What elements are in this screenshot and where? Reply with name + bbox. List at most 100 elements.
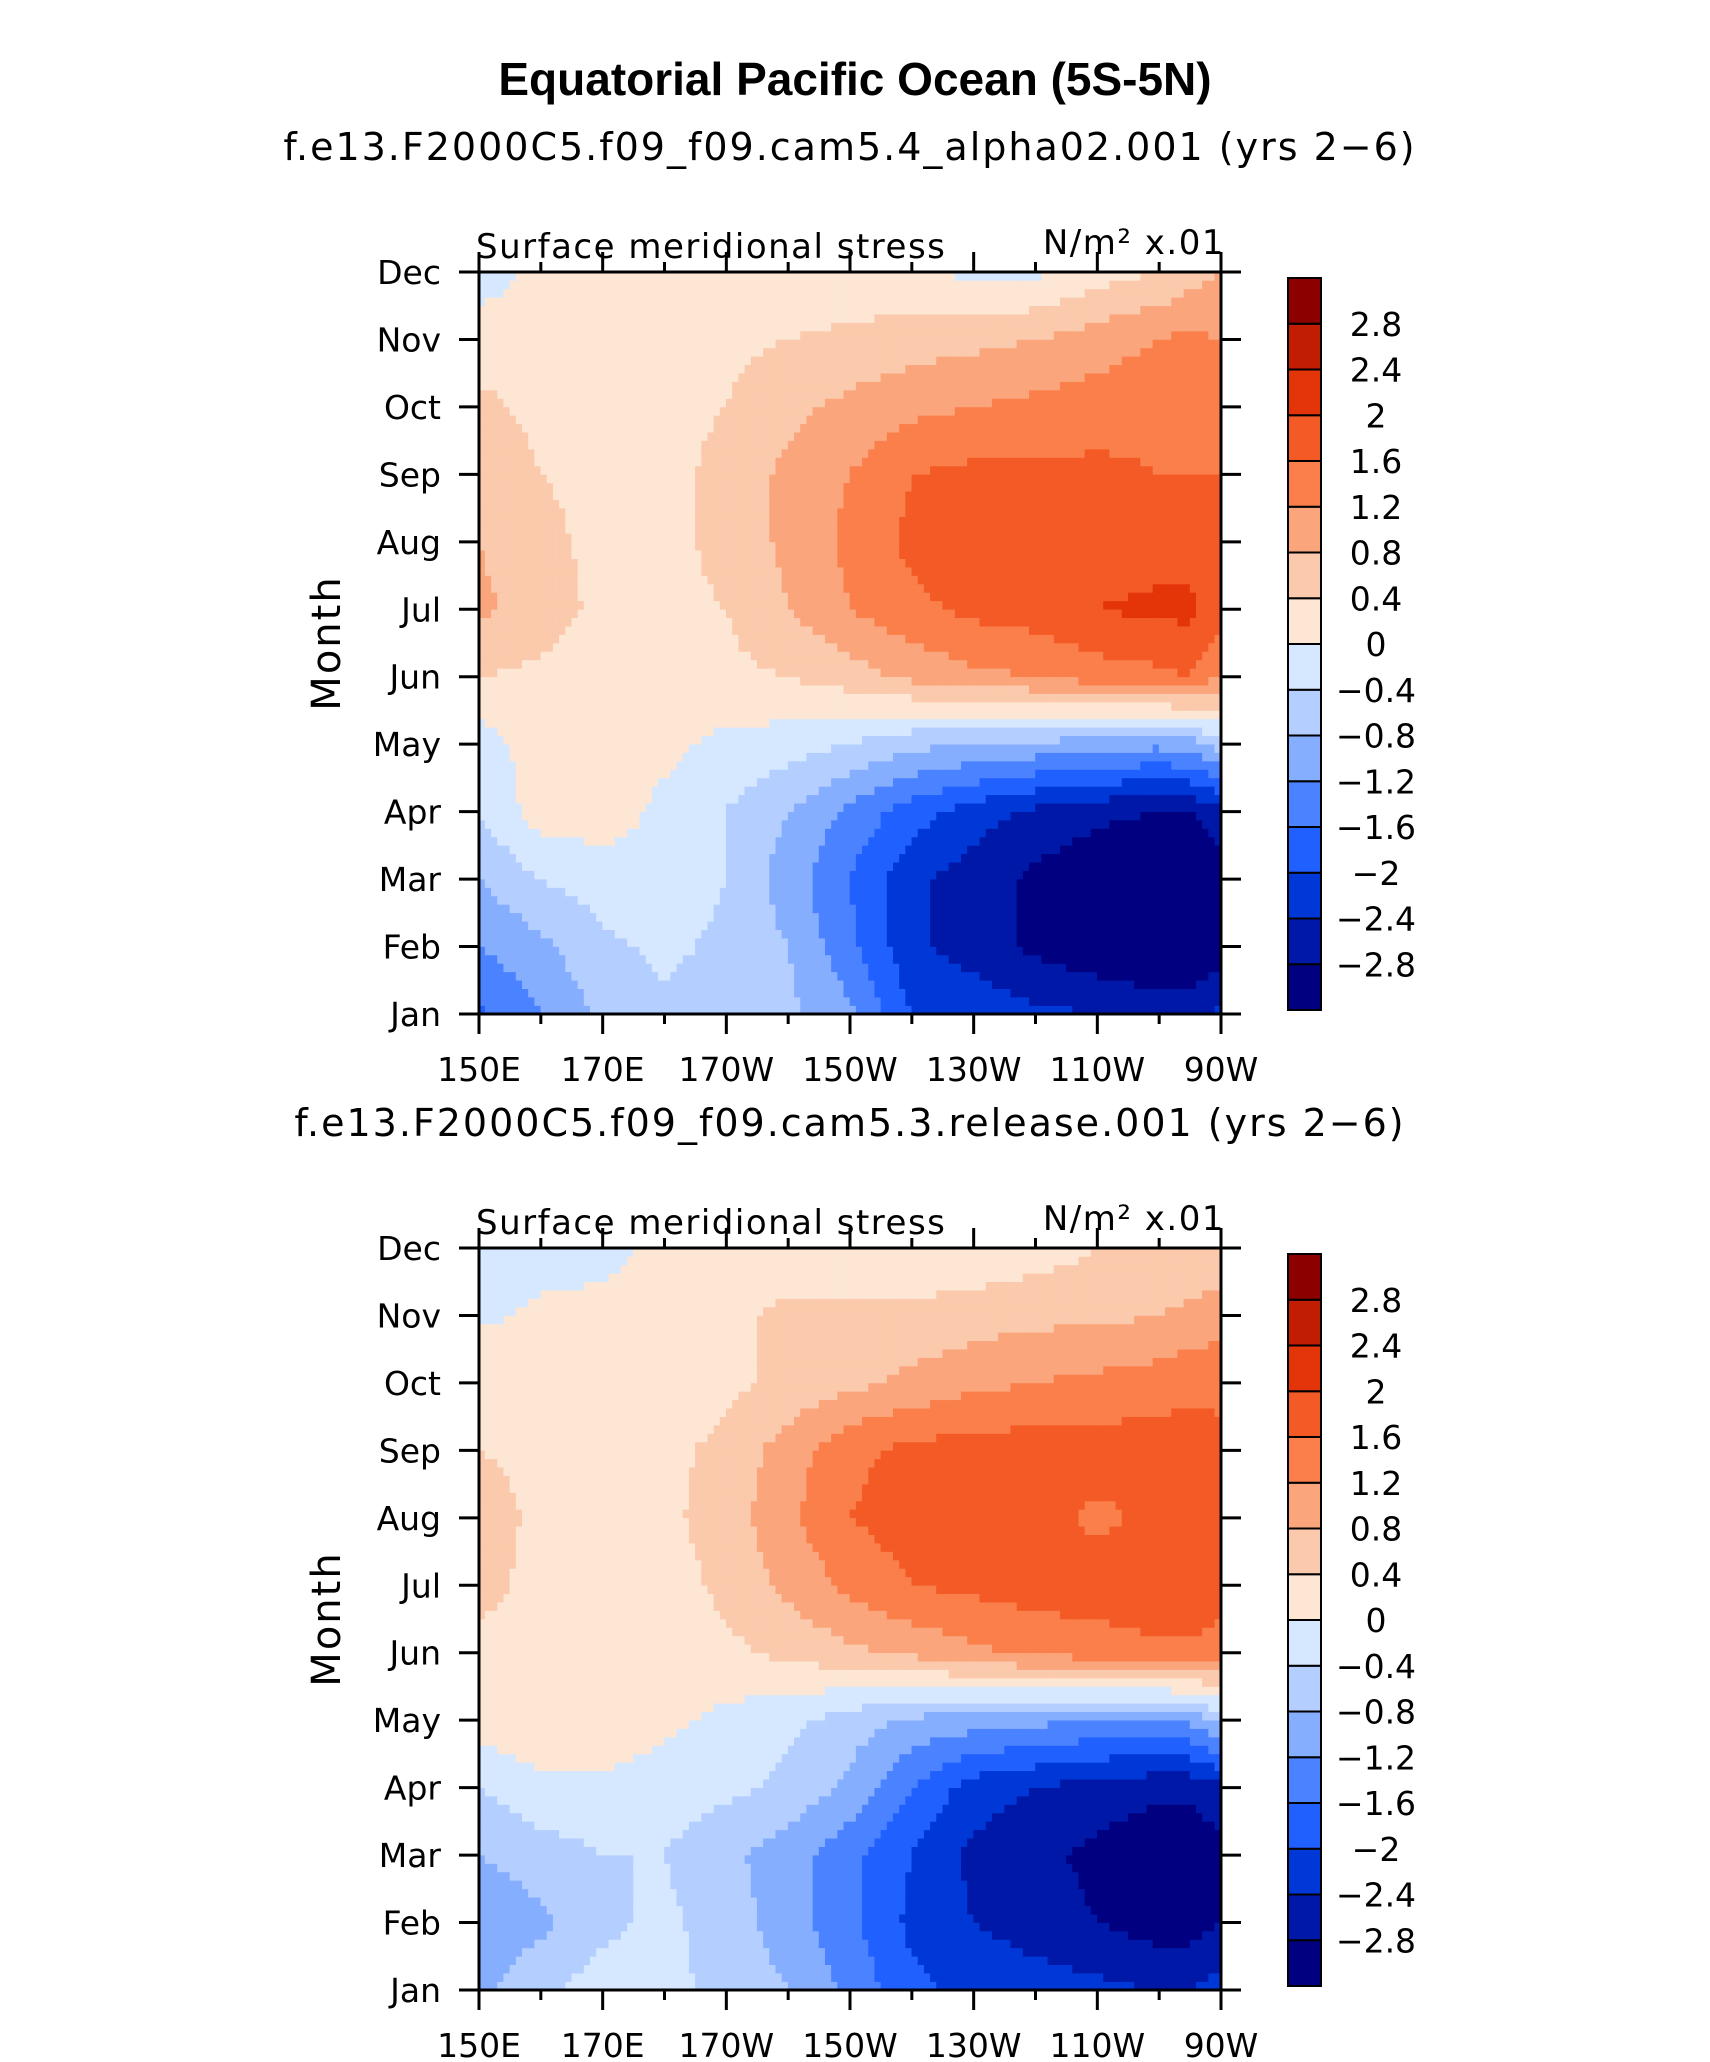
field-cell — [855, 920, 863, 930]
field-cell — [961, 895, 968, 905]
field-cell — [923, 887, 931, 897]
field-cell — [583, 954, 591, 964]
field-cell — [1041, 963, 1049, 973]
field-cell — [1214, 769, 1221, 779]
field-cell — [1103, 963, 1110, 973]
field-cell — [546, 878, 554, 888]
field-cell — [1022, 735, 1030, 745]
field-cell — [571, 870, 579, 880]
field-cell — [1146, 904, 1154, 914]
field-cell — [1016, 693, 1024, 703]
field-cell — [1010, 786, 1018, 796]
field-cell — [1195, 887, 1203, 897]
field-cell — [1022, 752, 1030, 762]
field-cell — [1059, 853, 1067, 863]
field-cell — [1115, 946, 1123, 956]
field-cell — [1066, 684, 1073, 694]
field-cell — [794, 920, 801, 930]
field-cell — [546, 870, 554, 880]
field-cell — [880, 946, 888, 956]
field-cell — [1202, 895, 1209, 905]
field-cell — [670, 929, 678, 939]
field-cell — [874, 878, 882, 888]
field-cell — [1103, 912, 1110, 922]
field-cell — [1127, 979, 1135, 990]
field-cell — [936, 735, 944, 745]
field-cell — [1103, 861, 1110, 871]
field-cell — [602, 701, 610, 711]
field-cell — [1078, 743, 1086, 753]
field-cell — [664, 819, 671, 829]
field-cell — [979, 811, 987, 821]
field-cell — [627, 676, 634, 686]
field-cell — [874, 971, 882, 981]
field-cell — [1152, 937, 1160, 947]
field-cell — [979, 693, 987, 703]
field-cell — [1146, 912, 1154, 922]
field-cell — [1047, 828, 1055, 838]
field-cell — [750, 878, 758, 888]
field-cell — [639, 845, 647, 855]
field-cell — [602, 895, 610, 905]
field-cell — [1171, 878, 1179, 888]
field-cell — [1183, 735, 1191, 745]
field-cell — [750, 786, 758, 796]
field-cell — [732, 870, 739, 880]
field-cell — [794, 929, 801, 939]
field-cell — [812, 667, 820, 678]
field-cell — [577, 743, 585, 753]
field-cell — [930, 870, 937, 880]
field-cell — [688, 777, 696, 787]
field-cell — [806, 769, 814, 779]
field-cell — [1127, 718, 1135, 728]
field-cell — [973, 752, 981, 762]
field-cell — [1177, 769, 1185, 779]
field-cell — [911, 954, 919, 964]
field-cell — [664, 904, 671, 914]
field-cell — [1059, 920, 1067, 930]
field-cell — [837, 811, 845, 821]
field-cell — [515, 996, 523, 1006]
field-cell — [818, 769, 826, 779]
field-cell — [862, 710, 869, 720]
field-cell — [998, 802, 1005, 812]
field-cell — [670, 853, 678, 863]
field-cell — [503, 743, 511, 753]
field-cell — [1140, 819, 1148, 829]
field-cell — [484, 718, 492, 728]
field-cell — [1016, 996, 1024, 1006]
field-cell — [744, 996, 752, 1006]
field-cell — [515, 752, 523, 762]
field-cell — [880, 735, 888, 745]
field-cell — [917, 794, 925, 804]
field-cell — [701, 853, 709, 863]
field-cell — [546, 1005, 554, 1014]
field-cell — [509, 811, 517, 821]
field-cell — [1189, 701, 1197, 711]
field-cell — [886, 853, 894, 863]
field-cell — [738, 718, 746, 728]
field-cell — [942, 752, 950, 762]
field-cell — [744, 777, 752, 787]
field-cell — [552, 861, 560, 871]
field-cell — [824, 667, 832, 678]
field-cell — [985, 870, 993, 880]
field-cell — [1047, 667, 1055, 678]
field-cell — [676, 845, 684, 855]
field-cell — [991, 701, 999, 711]
field-cell — [521, 895, 529, 905]
field-cell — [565, 701, 573, 711]
field-cell — [608, 954, 616, 964]
field-cell — [633, 802, 641, 812]
field-cell — [596, 963, 603, 973]
field-cell — [546, 887, 554, 897]
field-cell — [756, 1005, 764, 1014]
field-cell — [479, 710, 486, 720]
field-cell — [831, 693, 838, 703]
field-cell — [794, 1005, 801, 1014]
field-cell — [1097, 760, 1104, 770]
field-cell — [892, 853, 900, 863]
field-cell — [775, 701, 783, 711]
field-cell — [590, 676, 597, 686]
field-cell — [1140, 811, 1148, 821]
